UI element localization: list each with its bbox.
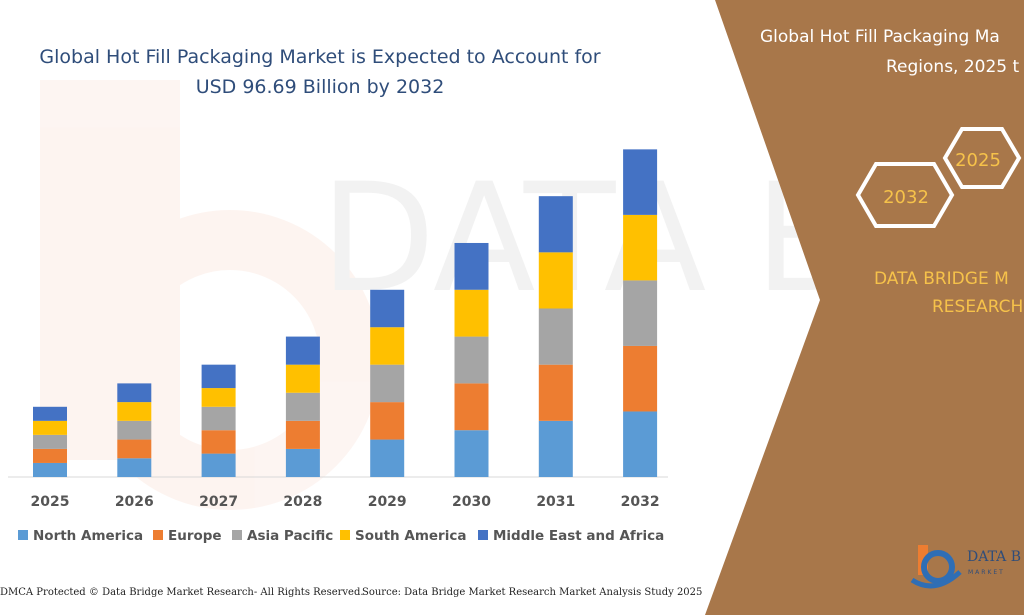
bar-2031-asia-pacific xyxy=(538,308,573,365)
legend-swatch xyxy=(153,530,163,540)
footer-source: Source: Data Bridge Market Research Mark… xyxy=(362,587,703,598)
bar-2025-middle-east-and-africa xyxy=(33,406,67,421)
legend-swatch xyxy=(18,530,28,540)
bar-2026-south-america xyxy=(117,402,152,421)
bar-2032-middle-east-and-africa xyxy=(623,149,658,215)
x-tick-labels: 2025 2026 2027 2028 2029 2030 2031 2032 xyxy=(31,494,660,510)
x-tick-label: 2025 xyxy=(31,494,70,510)
x-tick-label: 2031 xyxy=(536,494,575,510)
bar-2030-middle-east-and-africa xyxy=(454,242,489,290)
hex-label-2025: 2025 xyxy=(955,150,1001,171)
bar-2027-europe xyxy=(201,430,236,454)
bar-2026-north-america xyxy=(117,458,152,477)
chart-title-line-2: USD 96.69 Billion by 2032 xyxy=(195,76,445,98)
logo-subtext: MARKET xyxy=(968,569,1005,576)
legend-label: Europe xyxy=(168,528,222,544)
bar-2030-north-america xyxy=(454,430,489,477)
legend-label: South America xyxy=(355,528,466,544)
right-panel-title-line-1: Global Hot Fill Packaging Ma xyxy=(760,27,1000,47)
bar-2031-europe xyxy=(538,364,573,421)
bar-2025-europe xyxy=(33,448,67,463)
legend-label: Middle East and Africa xyxy=(493,528,664,544)
bar-2031-south-america xyxy=(538,252,573,309)
x-tick-label: 2029 xyxy=(368,494,407,510)
x-tick-label: 2027 xyxy=(199,494,238,510)
company-logo-icon xyxy=(910,545,962,589)
bar-2028-asia-pacific xyxy=(285,392,320,421)
x-tick-label: 2028 xyxy=(283,494,322,510)
footer-copyright: DMCA Protected © Data Bridge Market Rese… xyxy=(0,587,364,598)
bar-2031-middle-east-and-africa xyxy=(538,196,573,253)
legend-swatch xyxy=(478,530,488,540)
bar-2029-europe xyxy=(370,402,405,440)
bar-2027-middle-east-and-africa xyxy=(201,364,236,389)
bar-2026-middle-east-and-africa xyxy=(117,383,152,403)
bars-group xyxy=(33,149,658,477)
bar-2030-asia-pacific xyxy=(454,336,489,384)
bar-2026-asia-pacific xyxy=(117,420,152,440)
legend-swatch xyxy=(232,530,242,540)
bar-2032-south-america xyxy=(623,214,658,281)
brand-name: DATA BRIDGE M RESEARCH xyxy=(874,265,1023,321)
hexagon-2025 xyxy=(942,127,1022,189)
bar-2028-europe xyxy=(285,420,320,449)
chart-title: Global Hot Fill Packaging Market is Expe… xyxy=(30,42,610,102)
bar-2030-europe xyxy=(454,383,489,431)
hex-label-2032: 2032 xyxy=(883,187,929,208)
bar-2025-north-america xyxy=(33,462,67,477)
legend-label: North America xyxy=(33,528,143,544)
logo-text: DATA B xyxy=(967,549,1021,565)
brand-name-line-1: DATA BRIDGE M xyxy=(874,269,1009,289)
bar-2026-europe xyxy=(117,439,152,459)
bar-2025-south-america xyxy=(33,420,67,435)
bar-2029-south-america xyxy=(370,327,405,365)
bar-2032-north-america xyxy=(623,411,658,477)
legend: North America Europe Asia Pacific South Ame… xyxy=(18,528,664,544)
bar-2029-north-america xyxy=(370,439,405,477)
brand-name-line-2: RESEARCH xyxy=(932,297,1024,317)
x-tick-label: 2030 xyxy=(452,494,491,510)
bar-2030-south-america xyxy=(454,289,489,337)
bar-2032-europe xyxy=(623,345,658,412)
bar-2027-north-america xyxy=(201,453,236,477)
bar-2028-south-america xyxy=(285,364,320,393)
bar-2027-asia-pacific xyxy=(201,406,236,431)
chart-title-line-1: Global Hot Fill Packaging Market is Expe… xyxy=(39,46,601,68)
bar-2027-south-america xyxy=(201,388,236,407)
right-panel xyxy=(705,0,1024,615)
right-panel-title: Global Hot Fill Packaging Ma Regions, 20… xyxy=(760,22,1024,82)
bar-2031-north-america xyxy=(538,420,573,477)
bar-2025-asia-pacific xyxy=(33,434,67,449)
right-panel-title-line-2: Regions, 2025 t xyxy=(886,57,1020,77)
x-tick-label: 2032 xyxy=(621,494,660,510)
legend-label: Asia Pacific xyxy=(247,528,333,544)
bar-2032-asia-pacific xyxy=(623,280,658,346)
hexagon-2032 xyxy=(855,162,955,228)
bar-2028-north-america xyxy=(285,448,320,477)
bar-2028-middle-east-and-africa xyxy=(285,336,320,365)
legend-swatch xyxy=(340,530,350,540)
bar-2029-middle-east-and-africa xyxy=(370,289,405,328)
bar-2029-asia-pacific xyxy=(370,364,405,403)
x-tick-label: 2026 xyxy=(115,494,154,510)
